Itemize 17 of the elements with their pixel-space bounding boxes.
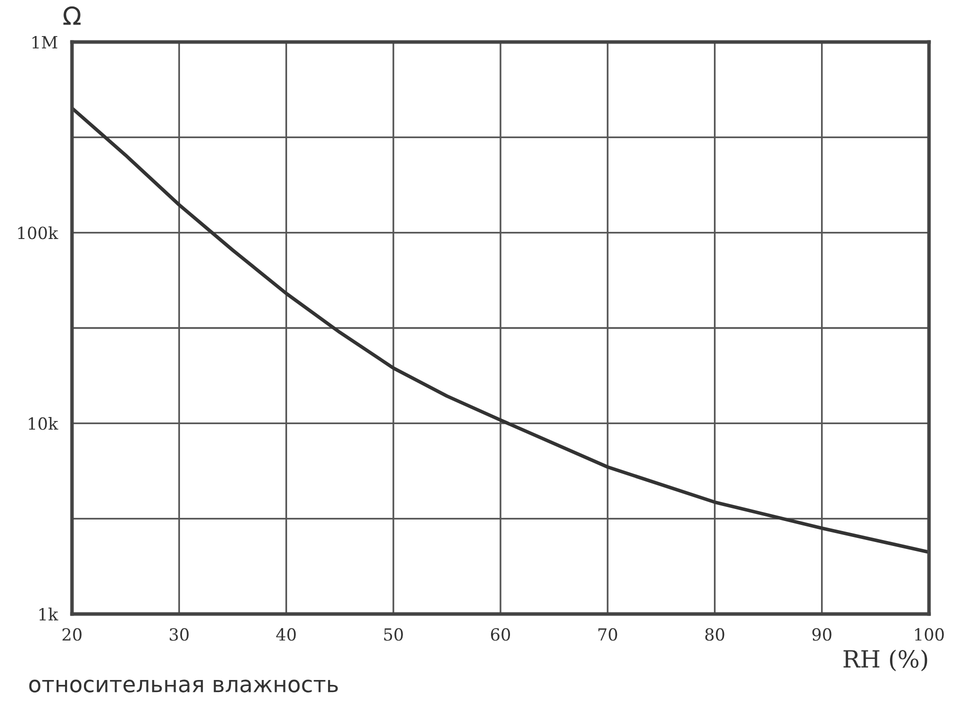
line-series	[72, 106, 929, 554]
y-tick-label: 1M	[32, 36, 58, 48]
x-tick-label: 60	[491, 628, 510, 641]
y-tick-label: 1k	[39, 608, 58, 620]
x-tick-label: 50	[384, 628, 403, 641]
x-tick-label: 40	[276, 628, 296, 641]
x-tick-label: 30	[170, 628, 189, 641]
y-tick-label: 10k	[28, 417, 58, 430]
y-axis-title: Ω	[63, 6, 81, 25]
x-axis-title: RH (%)	[844, 650, 928, 672]
x-tick-label: 100	[915, 628, 944, 641]
x-tick-label: 80	[705, 628, 724, 641]
text: относительная влажность	[29, 680, 338, 692]
x-tick-label: 20	[62, 628, 82, 641]
x-tick-label: 90	[812, 628, 832, 641]
y-tick-label: 100k	[18, 226, 58, 240]
x-tick-label: 70	[598, 628, 618, 641]
